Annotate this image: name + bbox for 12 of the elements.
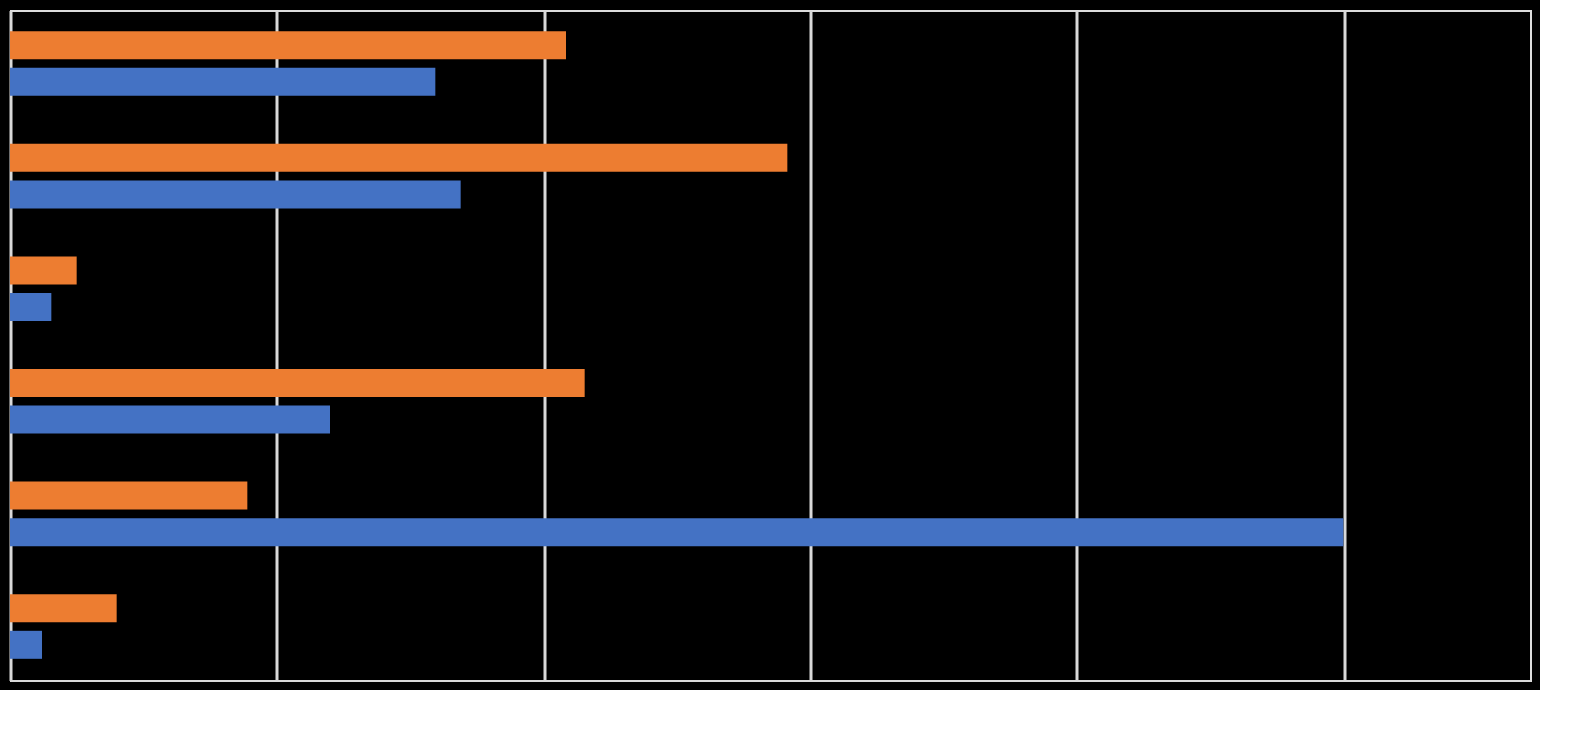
bar <box>10 143 788 172</box>
bar <box>10 594 117 623</box>
bar <box>10 256 77 285</box>
bar <box>10 481 248 510</box>
bar <box>10 67 436 96</box>
bar <box>10 518 1344 547</box>
bar <box>10 31 566 60</box>
bar <box>10 180 461 209</box>
bar <box>10 630 42 659</box>
bar <box>10 293 52 321</box>
bar <box>10 369 585 397</box>
bar <box>10 405 330 434</box>
